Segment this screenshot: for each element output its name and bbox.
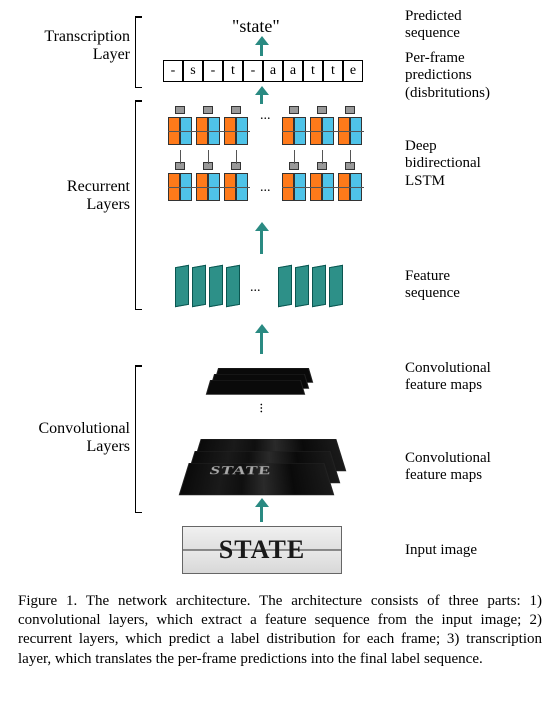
lstm-vconn [208,150,209,164]
lstm-vconn [236,150,237,164]
pred-char: t [323,60,343,82]
arrow-up [255,86,269,95]
lstm-vconn [180,150,181,164]
ellipsis: ... [250,280,261,296]
bracket-recurrent [135,100,136,310]
perframe-predictions: - s - t - a a t t e [163,60,363,82]
slab-text: STATE [208,464,272,478]
bracket-convolutional [135,365,136,513]
desc-lstm: Deep bidirectional LSTM [405,138,481,190]
label-transcription: Transcription Layer [18,28,130,64]
arrow-up [255,36,269,45]
feature-sequence-r [278,266,343,306]
lstm-vconn [322,150,323,164]
lstm-vconn [350,150,351,164]
input-image: STATE [182,526,342,574]
predicted-sequence-text: "state" [232,16,280,37]
ellipsis: ... [260,108,271,124]
feature-cube [329,265,343,307]
feature-cube [312,265,326,307]
desc-fmap2: Convolutional feature maps [405,450,491,485]
label-recurrent: Recurrent Layers [18,178,130,214]
bracket-transcription [135,16,136,88]
pred-char: t [223,60,243,82]
feature-cube [209,265,223,307]
feature-cube [226,265,240,307]
desc-perframe: Per-frame predictions (disbritutions) [405,50,490,102]
feature-sequence-l [175,266,240,306]
arrow-stem [260,330,263,354]
input-image-text: STATE [219,535,305,565]
desc-input: Input image [405,542,477,559]
pred-char: a [263,60,283,82]
pred-char: t [303,60,323,82]
featuremap-small [206,380,306,395]
ellipsis: ... [260,180,271,196]
pred-char: - [243,60,263,82]
pred-char: a [283,60,303,82]
lstm-hconn [282,187,364,188]
label-convolutional: Convolutional Layers [18,420,130,456]
feature-cube [175,265,189,307]
pred-char: - [203,60,223,82]
lstm-vconn [294,150,295,164]
lstm-hconn [282,131,364,132]
desc-feature: Feature sequence [405,268,460,303]
arrow-up [255,498,269,507]
pred-char: - [163,60,183,82]
desc-fmap1: Convolutional feature maps [405,360,491,395]
desc-predicted: Predicted sequence [405,8,462,43]
pred-char: e [343,60,363,82]
lstm-hconn [168,187,250,188]
architecture-figure: Transcription Layer Recurrent Layers Con… [0,0,559,708]
arrow-up [255,324,269,333]
lstm-hconn [168,131,250,132]
ellipsis-vert: ... [255,403,271,414]
feature-cube [192,265,206,307]
arrow-up [255,222,269,231]
figure-caption: Figure 1. The network architecture. The … [18,592,542,669]
feature-cube [295,265,309,307]
pred-char: s [183,60,203,82]
feature-cube [278,265,292,307]
arrow-stem [260,228,263,254]
